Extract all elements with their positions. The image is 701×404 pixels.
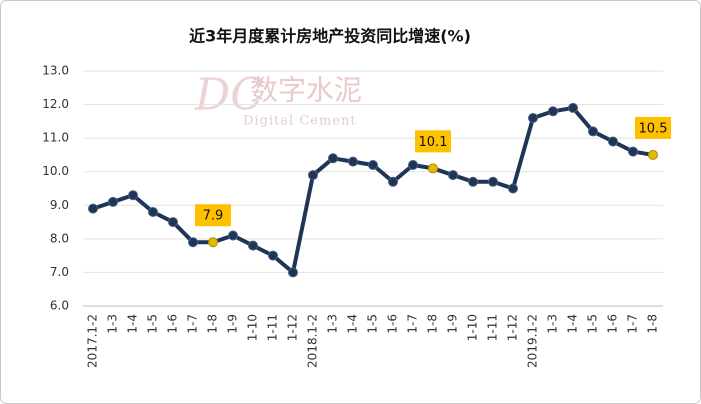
x-tick-label: 1-7 xyxy=(186,314,200,334)
marker xyxy=(648,149,658,160)
marker xyxy=(248,240,258,251)
x-tick-label: 1-9 xyxy=(226,314,240,334)
marker xyxy=(148,207,158,217)
marker xyxy=(208,237,218,248)
x-tick-label: 1-6 xyxy=(386,314,400,334)
x-tick-label: 1-4 xyxy=(346,314,360,334)
x-tick-label: 1-9 xyxy=(446,314,460,334)
watermark-logo: DC xyxy=(194,70,264,121)
marker xyxy=(628,146,638,157)
x-tick-label: 2019.1-2 xyxy=(526,314,540,368)
marker xyxy=(368,160,378,170)
y-tick-label: 11.0 xyxy=(42,131,69,145)
x-tick-label: 1-12 xyxy=(506,314,520,341)
value-label-box xyxy=(635,116,671,139)
y-tick-label: 9.0 xyxy=(50,198,69,212)
x-tick-label: 1-10 xyxy=(466,314,480,341)
marker xyxy=(228,230,238,241)
x-tick-label: 2017.1-2 xyxy=(86,314,100,368)
chart-title: 近3年月度累计房地产投资同比增速(%) xyxy=(189,27,471,46)
marker xyxy=(128,190,138,201)
x-tick-label: 1-3 xyxy=(106,314,120,334)
y-tick-label: 13.0 xyxy=(42,64,69,78)
x-tick-label: 1-3 xyxy=(326,314,340,334)
value-label-box xyxy=(415,130,451,153)
x-tick-label: 1-10 xyxy=(246,314,260,341)
marker xyxy=(188,237,198,248)
x-tick-label: 1-5 xyxy=(146,314,160,334)
y-tick-label: 6.0 xyxy=(50,299,69,313)
x-tick-label: 1-8 xyxy=(646,314,660,334)
x-tick-label: 1-3 xyxy=(546,314,560,334)
value-label: 7.9 xyxy=(203,209,224,224)
marker xyxy=(608,136,618,147)
watermark-name-en: Digital Cement xyxy=(243,114,357,129)
value-label: 10.5 xyxy=(639,121,668,136)
y-tick-label: 12.0 xyxy=(42,97,69,111)
marker xyxy=(468,176,478,187)
y-tick-label: 7.0 xyxy=(50,265,69,279)
value-label-box xyxy=(195,204,231,227)
marker xyxy=(108,196,118,207)
marker xyxy=(268,250,278,261)
marker xyxy=(448,170,458,181)
marker xyxy=(168,217,178,228)
marker xyxy=(528,113,538,123)
x-tick-label: 1-11 xyxy=(266,314,280,341)
marker xyxy=(308,170,318,181)
x-tick-label: 1-7 xyxy=(406,314,420,334)
x-tick-label: 1-4 xyxy=(126,314,140,334)
x-tick-label: 1-6 xyxy=(166,314,180,334)
x-tick-label: 1-8 xyxy=(206,314,220,334)
marker xyxy=(488,176,498,187)
x-tick-label: 1-5 xyxy=(366,314,380,334)
x-tick-label: 1-6 xyxy=(606,314,620,334)
x-tick-label: 1-4 xyxy=(566,314,580,334)
marker xyxy=(548,106,558,117)
x-tick-label: 1-12 xyxy=(286,314,300,341)
marker xyxy=(428,163,438,174)
marker xyxy=(568,102,578,113)
marker xyxy=(328,153,338,164)
marker xyxy=(388,176,398,187)
value-label: 10.1 xyxy=(419,135,448,150)
x-tick-label: 2018.1-2 xyxy=(306,314,320,368)
marker xyxy=(348,156,358,167)
marker xyxy=(408,160,418,170)
marker xyxy=(588,126,598,137)
x-tick-label: 1-7 xyxy=(626,314,640,334)
x-tick-label: 1-11 xyxy=(486,314,500,341)
marker xyxy=(508,183,518,194)
y-tick-label: 8.0 xyxy=(50,231,69,245)
watermark-name: 数字水泥 xyxy=(250,74,362,107)
y-tick-label: 10.0 xyxy=(42,164,69,178)
x-tick-label: 1-8 xyxy=(426,314,440,334)
x-tick-label: 1-5 xyxy=(586,314,600,334)
marker xyxy=(288,267,298,278)
marker xyxy=(88,203,98,214)
